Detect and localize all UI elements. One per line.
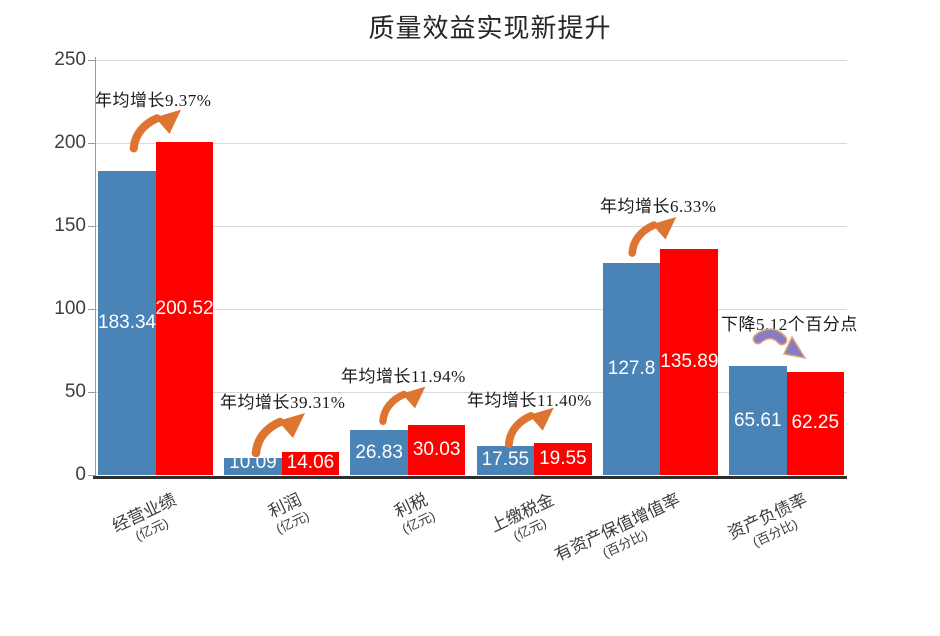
y-tick (88, 143, 95, 144)
y-gridline (95, 142, 847, 144)
bar-series-red-group3 (407, 425, 466, 475)
y-tick (88, 309, 95, 310)
bar-series-red-group6 (786, 371, 844, 475)
bar-series-red-group4 (534, 442, 592, 475)
y-tick (88, 392, 95, 393)
bar-series-red-group1 (155, 142, 213, 475)
y-tick-label: 200 (54, 132, 86, 153)
y-tick (88, 60, 95, 61)
bar-series-blue-group2 (224, 458, 282, 475)
y-tick (88, 226, 95, 227)
category-label: 经营业绩 (亿元) (109, 490, 185, 550)
annotation-text: 年均增长11.94% (341, 367, 466, 386)
chart-title: 质量效益实现新提升 (368, 13, 612, 43)
category-label: 资产负债率 (百分比) (724, 490, 816, 558)
bar-value-label: 135.89 (660, 351, 719, 373)
bar-value-label: 127.8 (607, 357, 656, 379)
bar-value-label: 26.83 (355, 441, 403, 463)
bar-value-label: 10.09 (229, 452, 277, 473)
y-tick-label: 50 (64, 381, 86, 402)
y-tick-label: 100 (54, 298, 86, 319)
x-axis-line (93, 476, 847, 479)
category-label: 利税 (亿元) (391, 490, 438, 536)
y-tick-label: 250 (54, 49, 86, 70)
bar-value-label: 30.03 (412, 439, 461, 461)
annotation-arrow-up-icon (126, 105, 184, 153)
bar-series-blue-group5 (602, 262, 661, 475)
category-label: 有资产保值增值率 (百分比) (552, 490, 690, 579)
bar-series-blue-group1 (98, 170, 156, 475)
annotation-text: 年均增长6.33% (600, 197, 717, 216)
y-gridline (95, 308, 847, 310)
bar-series-red-group5 (660, 249, 718, 475)
y-gridline (95, 59, 847, 61)
annotation-arrow-up-icon (625, 213, 679, 257)
annotation-text: 年均增长39.31% (220, 393, 346, 412)
y-tick (88, 475, 95, 476)
bar-series-blue-group4 (476, 445, 535, 475)
bar-value-label: 19.55 (539, 447, 587, 469)
bar-series-red-group2 (281, 451, 340, 475)
bar-series-blue-group3 (350, 430, 408, 475)
y-gridline (95, 225, 847, 227)
bar-value-label: 183.34 (98, 311, 157, 333)
bar-value-label: 14.06 (286, 452, 335, 473)
bar-value-label: 65.61 (733, 409, 782, 431)
category-label: 利润 (亿元) (265, 490, 312, 536)
annotation-text: 下降5.12个百分点 (721, 315, 858, 334)
annotation-text: 年均增长11.40% (467, 391, 592, 410)
category-label: 上缴税金 (亿元) (487, 490, 563, 550)
y-axis-line (95, 57, 96, 478)
bar-value-label: 17.55 (481, 449, 530, 471)
annotation-text: 年均增长9.37% (95, 91, 212, 110)
bar-series-blue-group6 (729, 366, 787, 475)
y-tick-label: 0 (75, 464, 86, 485)
bar-value-label: 200.52 (155, 297, 214, 319)
annotation-arrow-up-icon (500, 404, 558, 448)
y-gridline (95, 391, 847, 393)
annotation-arrow-up-icon (376, 380, 428, 428)
annotation-arrow-up-icon (248, 409, 308, 457)
annotation-arrow-down-icon (750, 328, 812, 366)
bar-value-label: 62.25 (791, 412, 840, 434)
y-tick-label: 150 (54, 215, 86, 236)
